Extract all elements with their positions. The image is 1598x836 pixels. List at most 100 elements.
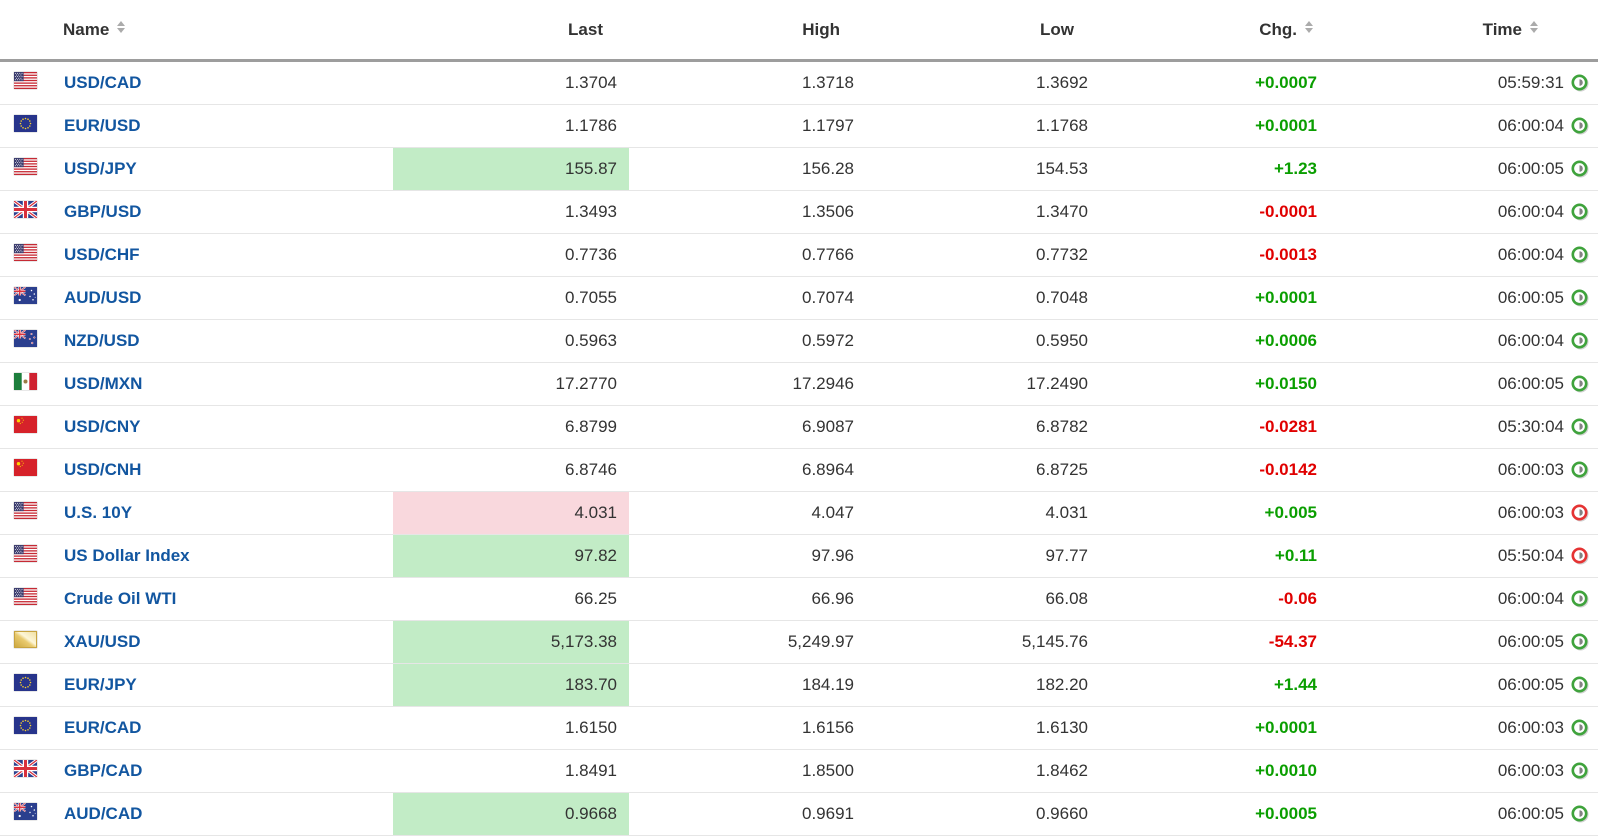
flag-cell	[0, 319, 50, 363]
flag-cell	[0, 792, 50, 836]
column-header-time[interactable]: Time	[1329, 0, 1598, 62]
high-cell: 184.19	[629, 663, 866, 707]
flag-icon-gold	[14, 631, 37, 648]
table-row: GBP/USD 1.3493 1.3506 1.3470 -0.0001 06:…	[0, 190, 1598, 234]
table-row: USD/MXN 17.2770 17.2946 17.2490 +0.0150 …	[0, 362, 1598, 406]
low-cell: 6.8782	[866, 405, 1100, 449]
column-header-chg[interactable]: Chg.	[1100, 0, 1329, 62]
instrument-link[interactable]: AUD/CAD	[64, 804, 143, 823]
column-label: Name	[63, 19, 110, 39]
time-cell: 06:00:05	[1329, 620, 1598, 664]
column-label: High	[802, 19, 840, 39]
time-value: 06:00:05	[1497, 159, 1564, 178]
time-value: 06:00:05	[1497, 675, 1564, 694]
low-cell: 4.031	[866, 491, 1100, 535]
name-cell: Crude Oil WTI	[50, 577, 393, 621]
instrument-link[interactable]: USD/CNY	[64, 417, 141, 436]
time-value: 06:00:04	[1497, 331, 1564, 350]
instrument-link[interactable]: NZD/USD	[64, 331, 140, 350]
high-cell: 66.96	[629, 577, 866, 621]
low-cell: 0.5950	[866, 319, 1100, 363]
clock-icon-red	[1571, 504, 1588, 521]
change-cell: +0.0005	[1100, 792, 1329, 836]
instrument-link[interactable]: GBP/CAD	[64, 761, 143, 780]
instrument-link[interactable]: EUR/CAD	[64, 718, 142, 737]
clock-icon-green	[1571, 203, 1588, 220]
time-cell: 05:59:31	[1329, 60, 1598, 105]
instrument-link[interactable]: EUR/JPY	[64, 675, 137, 694]
flag-icon-gb	[14, 201, 37, 218]
change-cell: -0.0142	[1100, 448, 1329, 492]
instrument-link[interactable]: USD/CAD	[64, 73, 142, 92]
table-row: AUD/CAD 0.9668 0.9691 0.9660 +0.0005 06:…	[0, 792, 1598, 836]
column-header-name[interactable]: Name	[0, 0, 393, 62]
clock-icon-green	[1571, 289, 1588, 306]
flag-icon-eu	[14, 674, 37, 691]
table-row: USD/CNH 6.8746 6.8964 6.8725 -0.0142 06:…	[0, 448, 1598, 492]
instrument-link[interactable]: GBP/USD	[64, 202, 142, 221]
instrument-link[interactable]: USD/CNH	[64, 460, 142, 479]
name-cell: GBP/USD	[50, 190, 393, 234]
quotes-table-body: USD/CAD 1.3704 1.3718 1.3692 +0.0007 05:…	[0, 60, 1598, 836]
flag-cell	[0, 104, 50, 148]
table-row: XAU/USD 5,173.38 5,249.97 5,145.76 -54.3…	[0, 620, 1598, 664]
name-cell: USD/CAD	[50, 60, 393, 105]
time-cell: 06:00:03	[1329, 706, 1598, 750]
flag-icon-eu	[14, 115, 37, 132]
flag-cell	[0, 663, 50, 707]
last-cell: 1.6150	[393, 706, 629, 750]
flag-icon-cn	[14, 416, 37, 433]
instrument-link[interactable]: US Dollar Index	[64, 546, 190, 565]
flag-cell	[0, 706, 50, 750]
flag-icon-eu	[14, 717, 37, 734]
quotes-table-header: Name Last High Low Chg. Time	[0, 0, 1598, 62]
column-label: Low	[1040, 19, 1074, 39]
instrument-link[interactable]: USD/CHF	[64, 245, 140, 264]
name-cell: USD/CNH	[50, 448, 393, 492]
table-row: USD/CAD 1.3704 1.3718 1.3692 +0.0007 05:…	[0, 60, 1598, 105]
name-cell: USD/JPY	[50, 147, 393, 191]
change-cell: +0.0001	[1100, 276, 1329, 320]
change-cell: -0.0281	[1100, 405, 1329, 449]
instrument-link[interactable]: USD/MXN	[64, 374, 143, 393]
last-cell: 17.2770	[393, 362, 629, 406]
time-cell: 06:00:04	[1329, 233, 1598, 277]
low-cell: 1.6130	[866, 706, 1100, 750]
flag-icon-us	[14, 545, 37, 562]
clock-icon-green	[1571, 590, 1588, 607]
change-cell: +0.005	[1100, 491, 1329, 535]
time-cell: 06:00:04	[1329, 190, 1598, 234]
low-cell: 97.77	[866, 534, 1100, 578]
instrument-link[interactable]: Crude Oil WTI	[64, 589, 177, 608]
high-cell: 1.3506	[629, 190, 866, 234]
time-cell: 06:00:04	[1329, 104, 1598, 148]
clock-icon-green	[1571, 375, 1588, 392]
time-value: 06:00:03	[1497, 503, 1564, 522]
instrument-link[interactable]: AUD/USD	[64, 288, 142, 307]
high-cell: 0.9691	[629, 792, 866, 836]
flag-icon-gb	[14, 760, 37, 777]
change-cell: +0.0010	[1100, 749, 1329, 793]
flag-cell	[0, 577, 50, 621]
time-cell: 06:00:03	[1329, 749, 1598, 793]
instrument-link[interactable]: XAU/USD	[64, 632, 141, 651]
low-cell: 6.8725	[866, 448, 1100, 492]
low-cell: 0.9660	[866, 792, 1100, 836]
change-cell: +0.0001	[1100, 104, 1329, 148]
instrument-link[interactable]: EUR/USD	[64, 116, 141, 135]
flag-cell	[0, 749, 50, 793]
time-cell: 06:00:05	[1329, 147, 1598, 191]
sort-icon	[117, 20, 126, 33]
instrument-link[interactable]: U.S. 10Y	[64, 503, 133, 522]
instrument-link[interactable]: USD/JPY	[64, 159, 137, 178]
change-cell: +0.0007	[1100, 60, 1329, 105]
time-value: 06:00:03	[1497, 460, 1564, 479]
low-cell: 0.7048	[866, 276, 1100, 320]
clock-icon-green	[1571, 74, 1588, 91]
low-cell: 1.1768	[866, 104, 1100, 148]
time-cell: 06:00:05	[1329, 276, 1598, 320]
sort-icon	[1530, 20, 1538, 33]
low-cell: 1.3692	[866, 60, 1100, 105]
change-cell: +0.0001	[1100, 706, 1329, 750]
